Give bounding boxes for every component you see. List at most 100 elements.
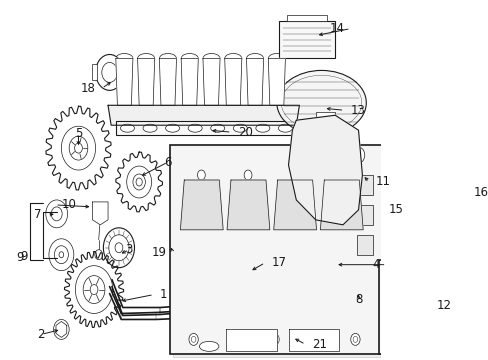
Circle shape [83,276,105,303]
Polygon shape [180,180,223,230]
Circle shape [69,136,88,160]
Circle shape [244,170,251,180]
Bar [170,145,384,354]
Circle shape [304,151,311,161]
Circle shape [126,166,151,198]
Circle shape [350,333,359,345]
Polygon shape [288,115,362,225]
Circle shape [235,196,242,204]
Polygon shape [109,218,327,319]
Circle shape [102,62,117,82]
Text: 19: 19 [151,246,166,259]
Circle shape [54,319,69,339]
Circle shape [328,196,334,204]
Circle shape [260,333,271,347]
Bar [116,121,307,135]
Circle shape [103,228,134,268]
Circle shape [191,336,196,342]
Polygon shape [108,105,299,125]
Circle shape [75,143,82,153]
Bar [286,15,327,21]
Text: 4: 4 [372,258,380,271]
Bar [221,262,249,289]
Circle shape [352,336,357,342]
Circle shape [310,333,319,345]
Ellipse shape [188,124,202,132]
Circle shape [444,267,456,283]
Circle shape [342,192,355,208]
Ellipse shape [268,54,285,63]
Circle shape [346,196,351,204]
Circle shape [244,333,255,347]
Polygon shape [226,329,276,351]
Circle shape [291,333,302,347]
Circle shape [61,126,95,170]
Ellipse shape [116,54,133,63]
Circle shape [46,200,67,228]
Bar [356,235,372,255]
Polygon shape [224,58,242,105]
Text: 12: 12 [436,299,450,312]
Text: 6: 6 [164,156,171,168]
Ellipse shape [181,54,198,63]
Ellipse shape [199,341,219,351]
Text: 18: 18 [81,82,95,95]
Circle shape [232,192,244,208]
Circle shape [231,336,236,342]
Bar [92,64,97,80]
Polygon shape [320,180,363,230]
Ellipse shape [255,124,269,132]
Text: 5: 5 [75,127,82,140]
Polygon shape [246,58,263,105]
Ellipse shape [137,54,154,63]
Polygon shape [56,321,67,337]
Circle shape [351,147,364,163]
Ellipse shape [278,124,292,132]
Circle shape [299,196,305,204]
Circle shape [185,192,198,208]
Circle shape [340,178,347,188]
Bar [172,148,386,357]
Bar [279,21,334,58]
Text: 10: 10 [61,198,76,211]
Text: 9: 9 [17,251,24,264]
Circle shape [95,54,123,90]
Ellipse shape [276,71,366,135]
Circle shape [354,267,362,276]
Circle shape [384,332,395,346]
Polygon shape [116,152,162,212]
Circle shape [229,333,240,347]
Circle shape [342,252,373,292]
Ellipse shape [221,285,249,294]
Circle shape [296,192,308,208]
Ellipse shape [221,257,249,267]
Circle shape [59,252,63,258]
Bar [356,205,372,225]
Circle shape [49,239,74,271]
Ellipse shape [120,124,134,132]
Ellipse shape [165,124,179,132]
Circle shape [51,207,62,221]
Ellipse shape [159,54,176,63]
Circle shape [272,336,276,342]
Circle shape [136,178,142,186]
Circle shape [310,150,341,190]
Polygon shape [46,106,111,190]
Polygon shape [137,58,154,105]
Circle shape [325,192,338,208]
Bar [378,260,488,354]
Circle shape [197,170,205,180]
Text: 2: 2 [37,328,45,341]
Circle shape [95,250,102,260]
Ellipse shape [257,341,277,351]
Text: 20: 20 [238,126,252,139]
Circle shape [300,138,350,202]
Ellipse shape [203,54,220,63]
Circle shape [317,160,333,180]
Text: 16: 16 [473,186,488,199]
Polygon shape [226,180,269,230]
Circle shape [75,266,112,314]
Circle shape [229,333,238,345]
Circle shape [205,196,212,204]
Circle shape [133,174,145,190]
